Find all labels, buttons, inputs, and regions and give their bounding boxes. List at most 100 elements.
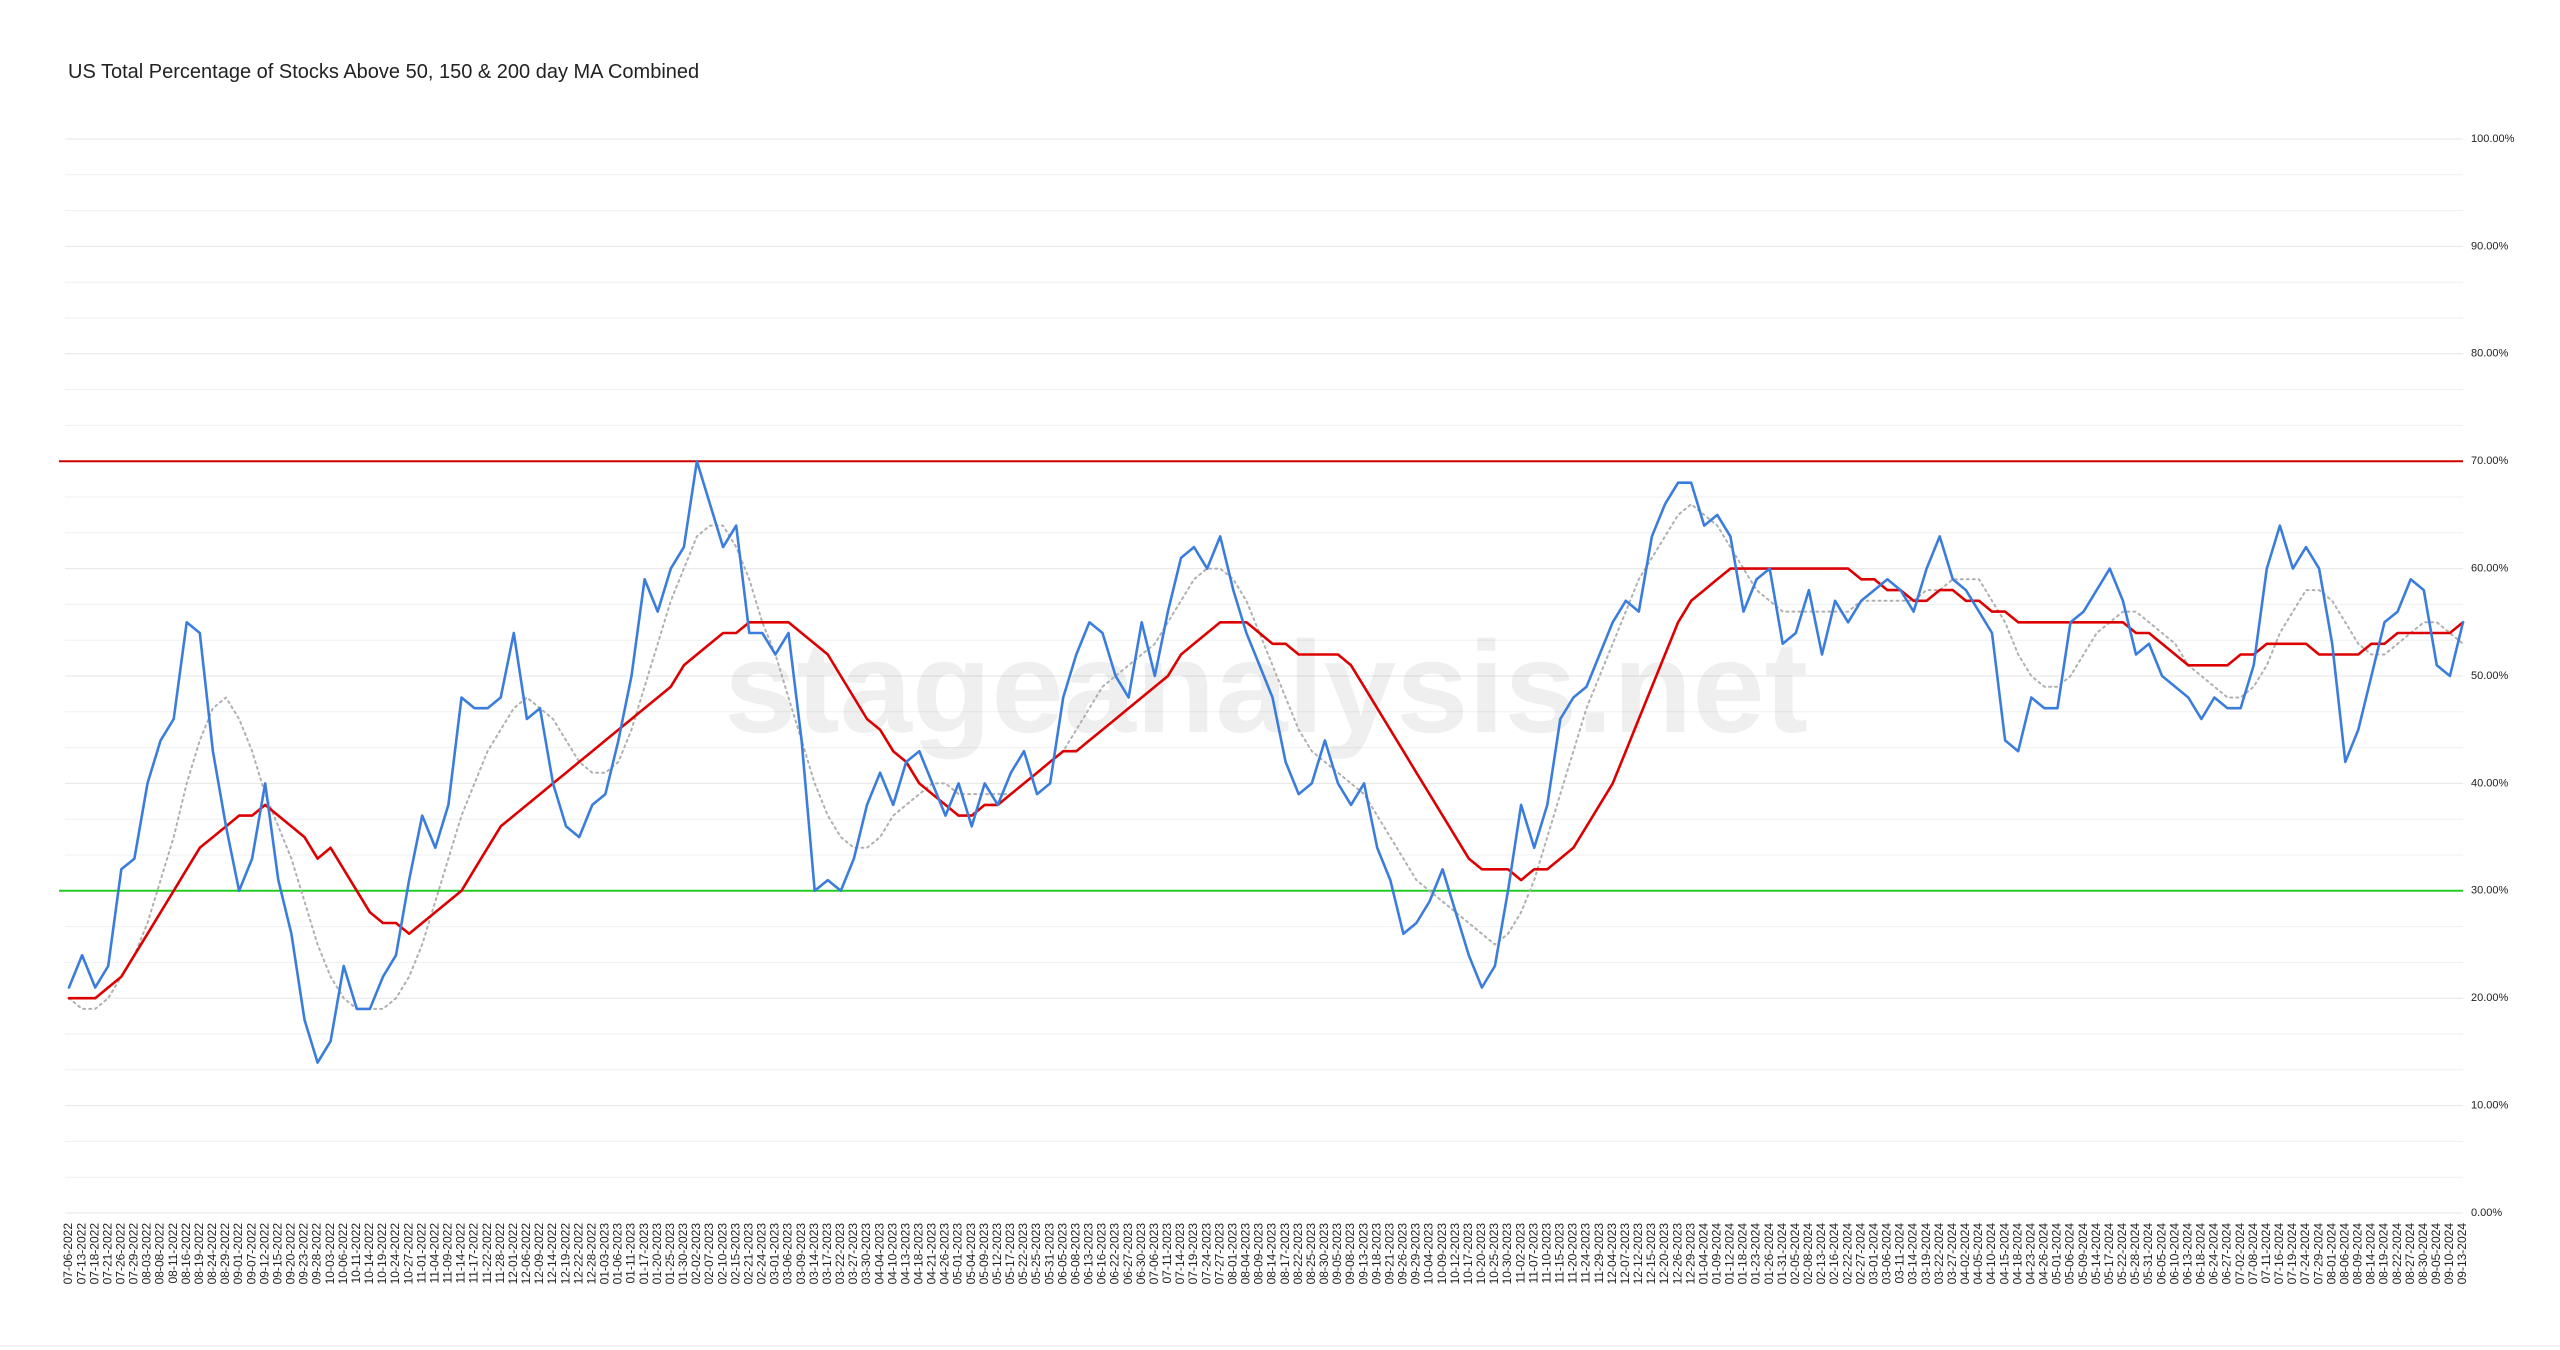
x-tick-label: 10-24-2022	[388, 1223, 402, 1285]
x-tick-label: 05-06-2024	[2063, 1223, 2077, 1285]
x-tick-label: 12-09-2022	[532, 1223, 546, 1285]
x-tick-label: 07-29-2022	[127, 1223, 141, 1285]
x-tick-label: 02-16-2024	[1827, 1223, 1841, 1285]
x-tick-label: 08-19-2022	[192, 1223, 206, 1285]
x-tick-label: 03-27-2023	[846, 1223, 860, 1285]
x-tick-label: 06-08-2023	[1068, 1223, 1082, 1285]
x-tick-label: 01-26-2024	[1762, 1223, 1776, 1285]
x-tick-label: 09-15-2022	[270, 1223, 284, 1285]
x-tick-label: 07-26-2022	[113, 1223, 127, 1285]
x-tick-label: 05-31-2023	[1042, 1223, 1056, 1285]
x-tick-label: 09-23-2022	[297, 1223, 311, 1285]
series-line	[67, 567, 2465, 1000]
y-tick-label: 100.00%	[2471, 133, 2515, 145]
x-tick-label: 07-16-2024	[2272, 1223, 2286, 1285]
y-tick-label: 80.00%	[2471, 348, 2509, 360]
chart-title: US Total Percentage of Stocks Above 50, …	[68, 61, 699, 83]
x-tick-label: 09-26-2023	[1396, 1223, 1410, 1285]
x-tick-label: 08-04-2023	[1239, 1223, 1253, 1285]
x-tick-label: 08-14-2023	[1265, 1223, 1279, 1285]
x-tick-label: 07-19-2024	[2285, 1223, 2299, 1285]
x-tick-label: 12-29-2023	[1683, 1223, 1697, 1285]
x-tick-label: 10-17-2023	[1461, 1223, 1475, 1285]
x-tick-label: 02-07-2023	[702, 1223, 716, 1285]
x-tick-label: 07-11-2024	[2259, 1223, 2273, 1284]
x-tick-label: 06-27-2024	[2220, 1223, 2234, 1285]
x-tick-label: 11-17-2022	[467, 1223, 481, 1284]
x-tick-label: 06-22-2023	[1108, 1223, 1122, 1285]
y-tick-label: 90.00%	[2471, 240, 2509, 252]
x-tick-label: 01-04-2024	[1696, 1223, 1710, 1285]
x-tick-label: 10-27-2022	[401, 1223, 415, 1285]
x-tick-label: 09-13-2024	[2455, 1223, 2469, 1285]
x-tick-label: 08-16-2022	[179, 1223, 193, 1285]
x-tick-label: 02-10-2023	[715, 1223, 729, 1285]
x-tick-label: 08-24-2022	[205, 1223, 219, 1285]
x-tick-label: 05-09-2024	[2076, 1223, 2090, 1285]
x-tick-label: 09-08-2023	[1343, 1223, 1357, 1285]
y-tick-label: 50.00%	[2471, 670, 2509, 682]
x-tick-label: 03-22-2024	[1932, 1223, 1946, 1285]
x-tick-label: 09-20-2022	[284, 1223, 298, 1285]
x-tick-label: 12-04-2023	[1605, 1223, 1619, 1285]
x-tick-label: 08-08-2022	[153, 1223, 167, 1285]
x-tick-label: 11-10-2023	[1539, 1223, 1553, 1284]
x-tick-label: 11-02-2023	[1513, 1223, 1527, 1284]
x-tick-label: 08-30-2024	[2416, 1223, 2430, 1285]
x-tick-label: 06-10-2024	[2167, 1223, 2181, 1285]
x-tick-label: 04-15-2024	[1997, 1223, 2011, 1285]
y-tick-label: 70.00%	[2471, 455, 2509, 467]
x-tick-label: 07-06-2023	[1147, 1223, 1161, 1285]
x-tick-label: 11-09-2022	[441, 1223, 455, 1284]
x-tick-label: 03-30-2023	[859, 1223, 873, 1285]
x-tick-label: 08-06-2024	[2337, 1223, 2351, 1285]
x-tick-label: 03-22-2023	[833, 1223, 847, 1285]
x-tick-label: 03-14-2023	[807, 1223, 821, 1285]
x-tick-label: 10-04-2023	[1422, 1223, 1436, 1285]
watermark: stageanalysis.net	[724, 614, 1808, 760]
x-tick-label: 08-30-2023	[1317, 1223, 1331, 1285]
x-tick-label: 08-01-2024	[2324, 1223, 2338, 1285]
x-tick-label: 12-15-2023	[1644, 1223, 1658, 1285]
x-tick-label: 08-19-2024	[2377, 1223, 2391, 1285]
x-tick-label: 01-17-2023	[637, 1223, 651, 1285]
x-tick-label: 09-13-2023	[1356, 1223, 1370, 1285]
x-tick-label: 07-21-2022	[100, 1223, 114, 1285]
x-tick-label: 11-14-2022	[454, 1223, 468, 1284]
x-tick-label: 05-22-2024	[2115, 1223, 2129, 1285]
x-tick-label: 12-01-2022	[506, 1223, 520, 1285]
x-tick-label: 04-18-2024	[2010, 1223, 2024, 1285]
x-tick-label: 08-09-2023	[1252, 1223, 1266, 1285]
x-tick-label: 09-21-2023	[1382, 1223, 1396, 1285]
x-tick-label: 10-20-2023	[1474, 1223, 1488, 1285]
x-tick-label: 09-05-2024	[2429, 1223, 2443, 1285]
x-tick-label: 03-06-2024	[1880, 1223, 1894, 1285]
x-tick-label: 02-27-2024	[1853, 1223, 1867, 1285]
x-tick-label: 07-14-2023	[1173, 1223, 1187, 1285]
x-tick-label: 09-10-2024	[2442, 1223, 2456, 1285]
x-tick-label: 05-25-2023	[1029, 1223, 1043, 1285]
x-tick-label: 08-17-2023	[1278, 1223, 1292, 1285]
x-tick-label: 05-01-2024	[2050, 1223, 2064, 1285]
x-tick-label: 12-22-2022	[571, 1223, 585, 1285]
x-tick-label: 02-24-2023	[755, 1223, 769, 1285]
x-tick-label: 03-27-2024	[1945, 1223, 1959, 1285]
x-tick-label: 07-29-2024	[2311, 1223, 2325, 1285]
x-tick-label: 03-01-2023	[768, 1223, 782, 1285]
x-tick-label: 10-25-2023	[1487, 1223, 1501, 1285]
x-tick-label: 02-22-2024	[1840, 1223, 1854, 1285]
x-tick-label: 07-06-2022	[61, 1223, 75, 1285]
x-tick-label: 03-01-2024	[1866, 1223, 1880, 1285]
x-tick-label: 02-21-2023	[741, 1223, 755, 1285]
x-tick-label: 10-11-2022	[349, 1223, 363, 1284]
x-tick-label: 08-09-2024	[2351, 1223, 2365, 1285]
x-tick-label: 05-22-2023	[1016, 1223, 1030, 1285]
x-tick-label: 06-27-2023	[1121, 1223, 1135, 1285]
x-tick-label: 08-25-2023	[1304, 1223, 1318, 1285]
x-tick-label: 04-02-2024	[1958, 1223, 1972, 1285]
x-tick-label: 10-06-2022	[336, 1223, 350, 1285]
y-tick-label: 60.00%	[2471, 563, 2509, 575]
x-tick-label: 08-03-2022	[140, 1223, 154, 1285]
